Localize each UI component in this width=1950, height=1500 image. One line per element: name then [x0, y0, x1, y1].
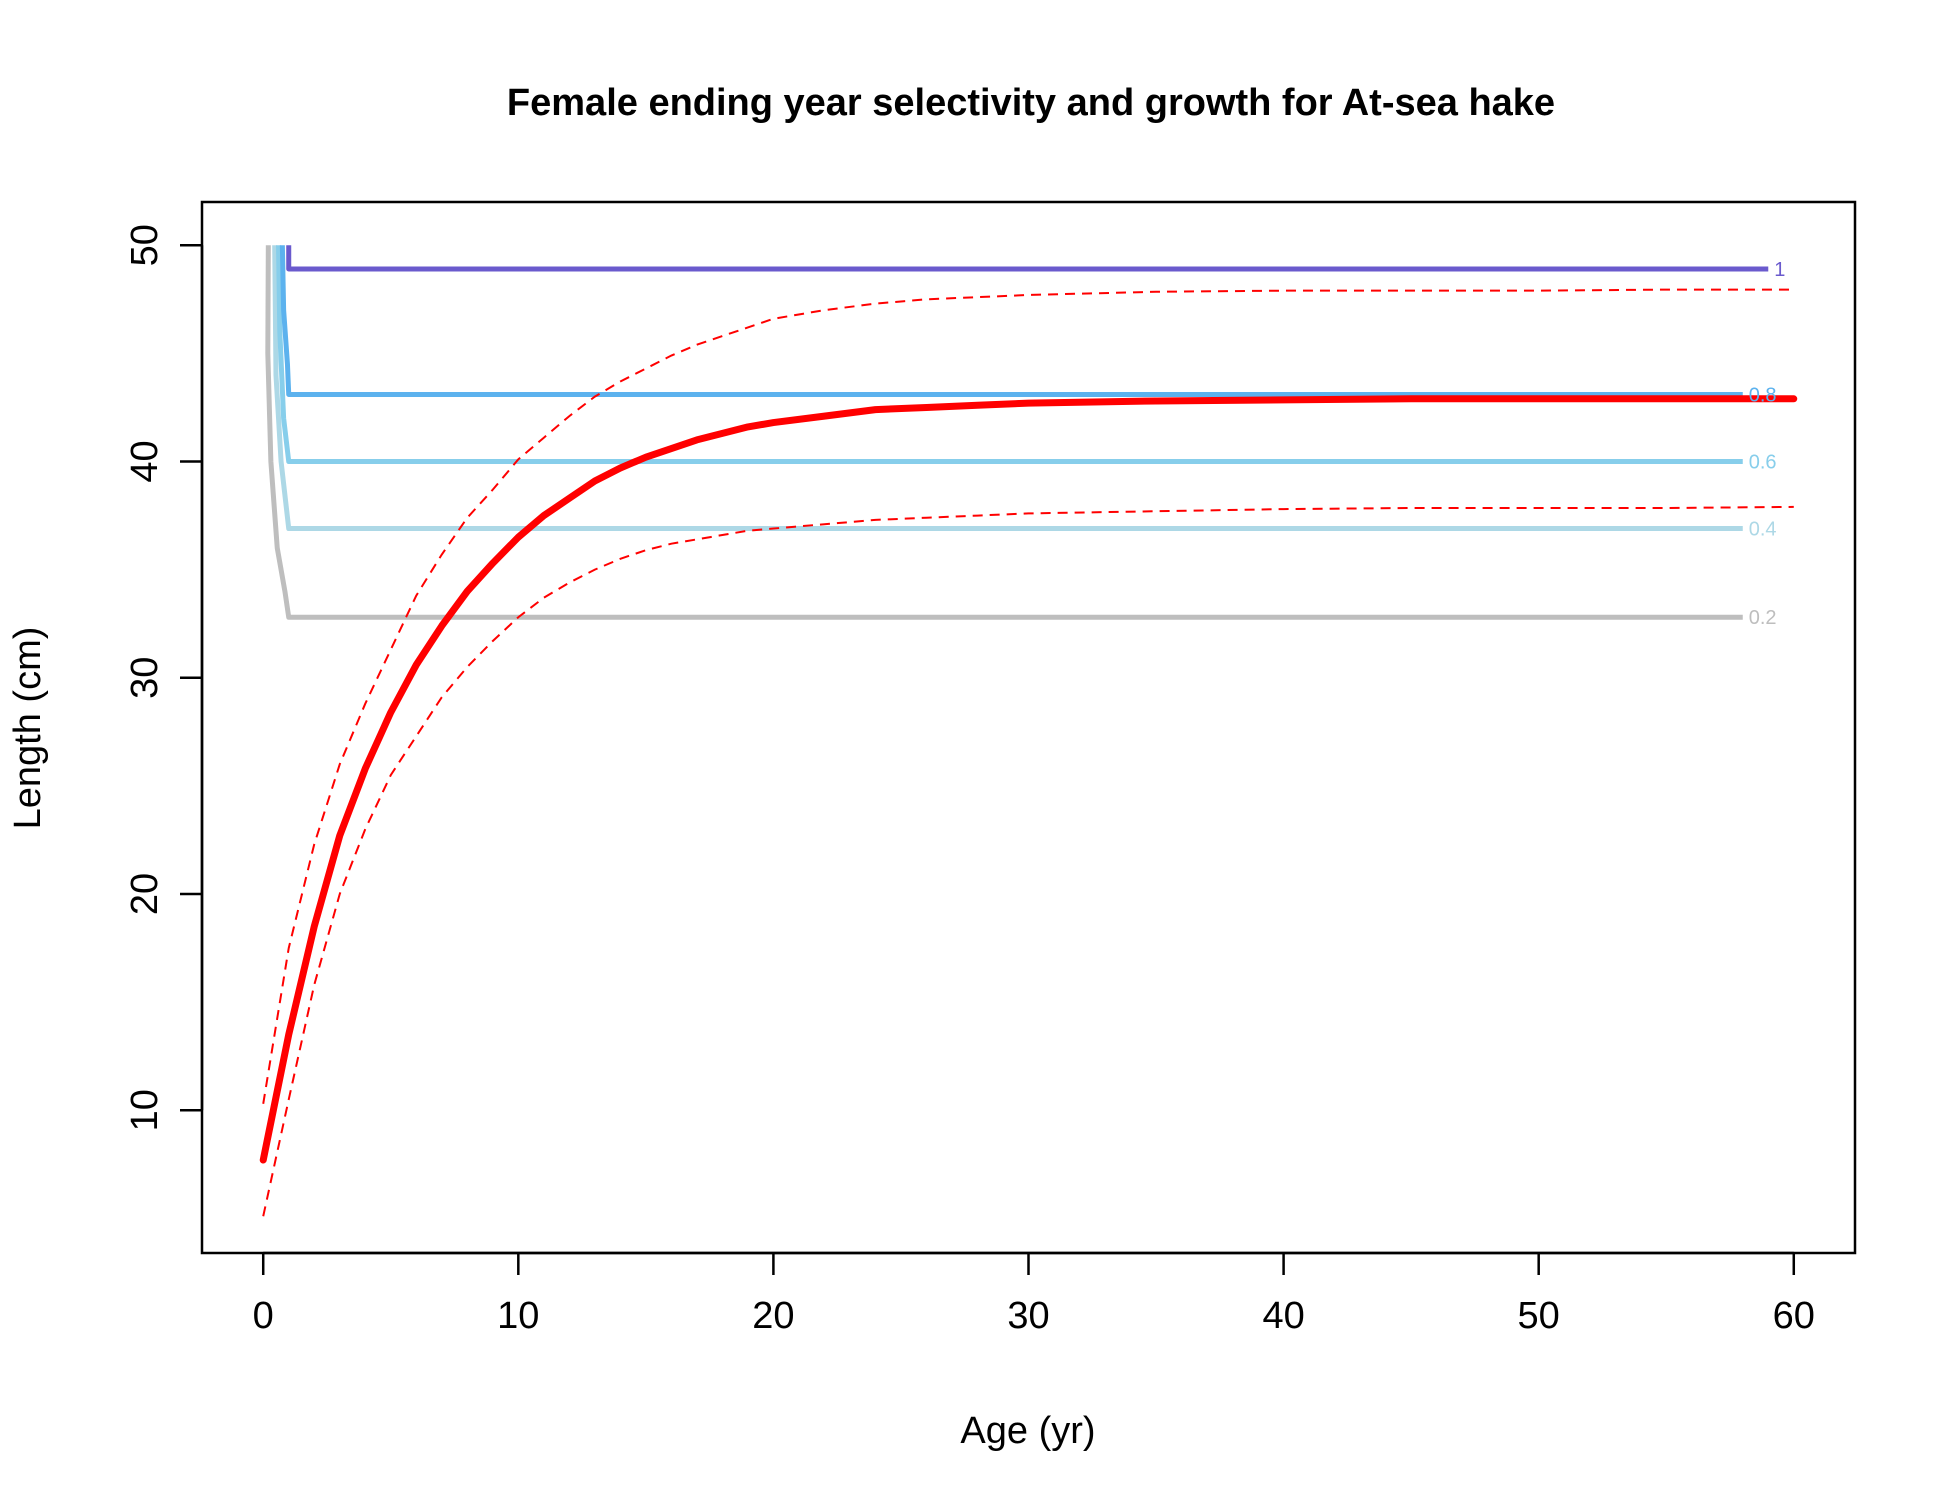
y-axis: 10 20 30 40 50	[124, 224, 204, 1131]
contour-label: 0.8	[1749, 384, 1777, 406]
x-tick-label: 30	[1007, 1295, 1049, 1337]
y-tick-label: 50	[124, 224, 166, 266]
contour-label: 0.2	[1749, 607, 1777, 629]
x-axis-label: Age (yr)	[960, 1410, 1095, 1452]
x-tick-label: 60	[1773, 1295, 1815, 1337]
y-axis-label: Length (cm)	[7, 627, 49, 830]
x-tick-label: 20	[752, 1295, 794, 1337]
y-tick-label: 10	[124, 1089, 166, 1131]
contour-label: 0.4	[1749, 519, 1777, 541]
x-tick-label: 40	[1262, 1295, 1304, 1337]
selectivity-contours	[265, 245, 1769, 620]
growth-lower-ci	[262, 505, 1794, 1217]
selectivity-contour	[265, 245, 1743, 620]
chart-title: Female ending year selectivity and growt…	[507, 82, 1555, 124]
selectivity-contour	[286, 245, 1769, 272]
y-tick-label: 30	[124, 657, 166, 699]
y-tick-label: 20	[124, 873, 166, 915]
contour-label: 1	[1774, 259, 1785, 281]
contour-label: 0.6	[1749, 452, 1777, 474]
selectivity-contour	[276, 245, 1743, 465]
plot-frame	[200, 200, 1857, 1255]
y-tick-label: 40	[124, 440, 166, 482]
x-tick-label: 0	[253, 1295, 274, 1337]
x-tick-label: 10	[497, 1295, 539, 1337]
growth-mean	[259, 395, 1798, 1164]
x-tick-label: 50	[1518, 1295, 1560, 1337]
contour-labels: 0.2 0.4 0.6 0.8 1	[1749, 259, 1786, 629]
growth-upper-ci	[262, 288, 1794, 1104]
growth-curves	[259, 288, 1798, 1217]
x-axis: 0 10 20 30 40 50 60	[253, 1251, 1815, 1337]
selectivity-contour	[279, 245, 1743, 397]
